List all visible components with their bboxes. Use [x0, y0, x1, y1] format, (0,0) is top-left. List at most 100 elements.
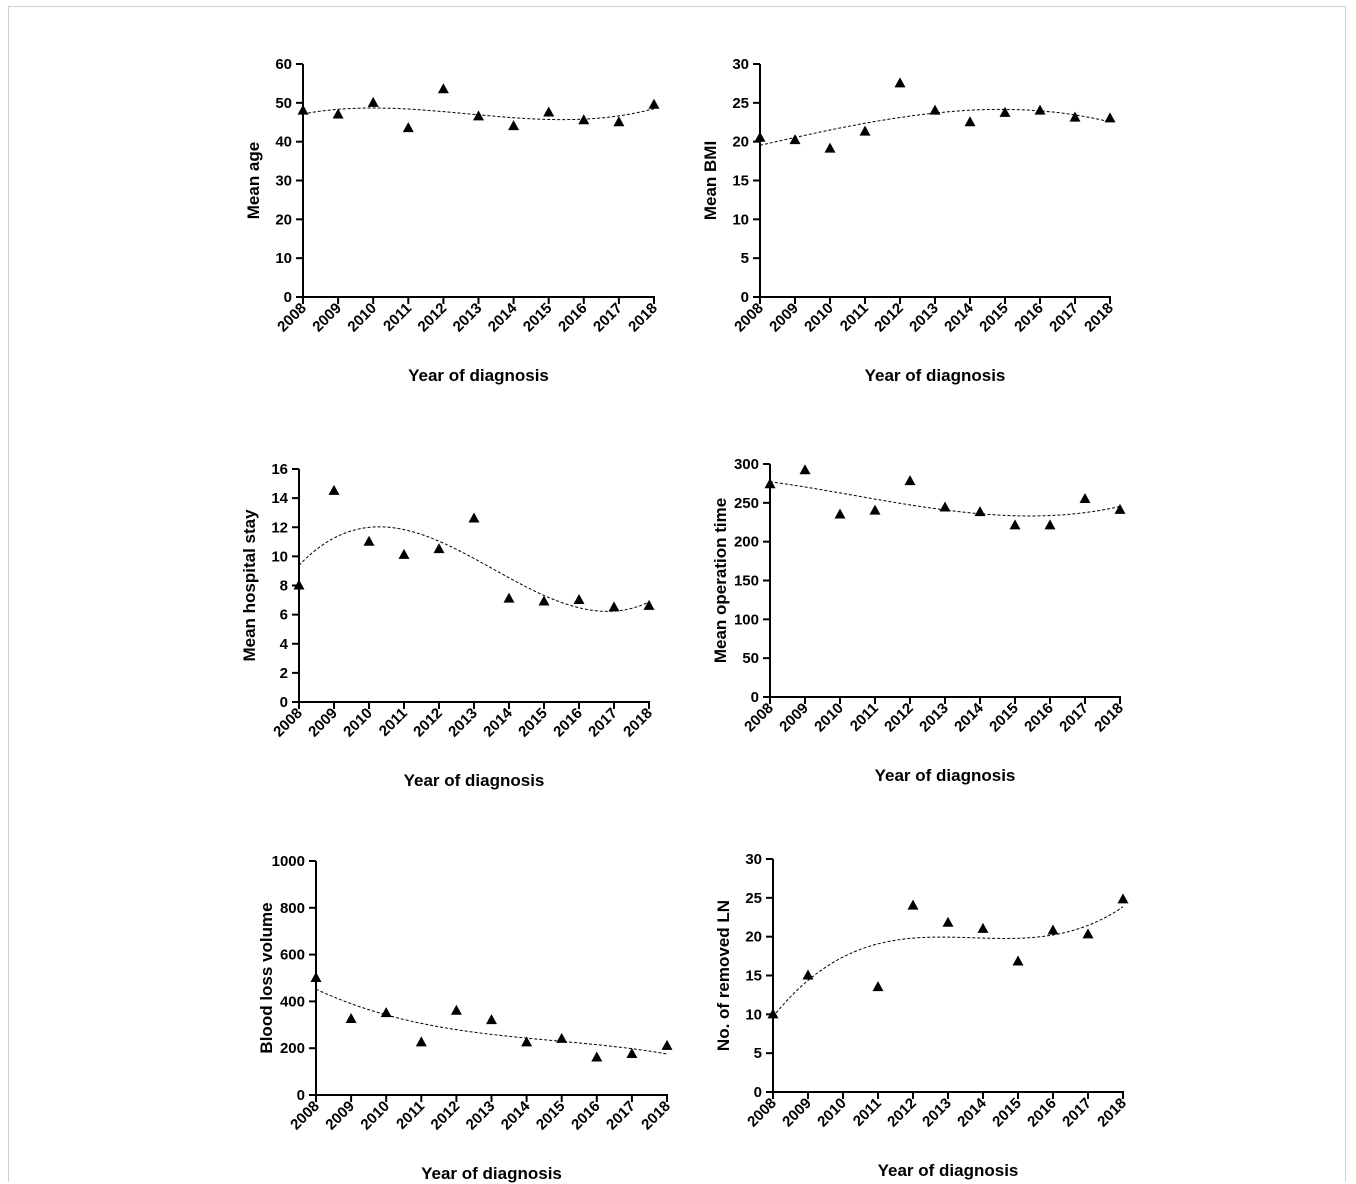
- data-point: [367, 96, 379, 107]
- data-point: [613, 116, 625, 127]
- y-tick-label: 50: [275, 95, 292, 112]
- figure-frame: [8, 6, 1346, 1182]
- y-tick-label: 15: [732, 173, 749, 190]
- x-tick-label: 2014: [480, 704, 516, 740]
- x-tick-label: 2017: [1056, 700, 1092, 736]
- data-point: [977, 922, 989, 933]
- y-tick-label: 30: [732, 56, 749, 73]
- data-point: [894, 77, 906, 88]
- y-tick-label: 20: [732, 134, 749, 151]
- x-tick-label: 2011: [837, 300, 872, 335]
- data-point: [942, 916, 954, 927]
- data-point: [608, 601, 620, 612]
- data-point: [767, 1008, 779, 1019]
- data-point: [974, 506, 986, 517]
- data-point: [508, 120, 520, 131]
- data-point: [1009, 519, 1021, 530]
- data-point: [1082, 928, 1094, 939]
- x-tick-label: 2013: [916, 700, 952, 736]
- data-point: [964, 116, 976, 127]
- x-tick-label: 2014: [485, 299, 521, 335]
- data-point: [450, 1004, 462, 1015]
- x-tick-label: 2017: [1046, 300, 1082, 336]
- data-point: [1012, 955, 1024, 966]
- y-tick-label: 40: [275, 134, 292, 151]
- y-tick-label: 1000: [272, 853, 305, 870]
- x-tick-label: 2009: [779, 1095, 815, 1131]
- y-axis-title: No. of removed LN: [714, 900, 733, 1051]
- y-tick-label: 0: [751, 689, 759, 706]
- x-axis-title: Year of diagnosis: [875, 766, 1016, 785]
- data-point: [293, 579, 305, 590]
- y-tick-label: 60: [275, 56, 292, 73]
- x-tick-label: 2013: [463, 1098, 499, 1134]
- data-point: [661, 1039, 673, 1050]
- y-axis-title: Mean hospital stay: [240, 509, 259, 662]
- y-tick-label: 0: [754, 1084, 762, 1101]
- y-tick-label: 0: [280, 694, 288, 711]
- data-point: [437, 83, 449, 94]
- y-tick-label: 50: [742, 650, 759, 667]
- y-tick-label: 5: [741, 250, 749, 267]
- x-tick-label: 2012: [428, 1098, 464, 1134]
- y-tick-label: 10: [745, 1006, 762, 1023]
- x-tick-label: 2015: [520, 300, 556, 336]
- y-tick-label: 10: [271, 548, 288, 565]
- x-tick-label: 2013: [906, 300, 942, 336]
- x-axis-title: Year of diagnosis: [408, 366, 549, 385]
- x-tick-label: 2008: [274, 300, 310, 336]
- y-tick-label: 16: [271, 461, 288, 478]
- x-tick-label: 2013: [450, 300, 486, 336]
- data-point: [473, 110, 484, 121]
- trend-line: [315, 988, 668, 1055]
- data-point: [872, 981, 884, 992]
- x-tick-label: 2015: [976, 300, 1012, 336]
- x-tick-label: 2014: [954, 1094, 990, 1130]
- x-tick-label: 2017: [1059, 1095, 1095, 1131]
- y-axis-title: Blood loss volume: [257, 902, 276, 1053]
- data-point: [578, 114, 590, 125]
- data-point: [345, 1012, 357, 1023]
- y-tick-label: 25: [745, 890, 762, 907]
- x-axis-title: Year of diagnosis: [865, 366, 1006, 385]
- data-point: [643, 599, 655, 610]
- x-tick-label: 2014: [941, 299, 977, 335]
- y-tick-label: 200: [734, 534, 759, 551]
- data-point: [1044, 519, 1056, 530]
- y-tick-label: 30: [275, 173, 292, 190]
- x-tick-label: 2014: [498, 1097, 534, 1133]
- x-tick-label: 2016: [1011, 300, 1047, 336]
- x-tick-label: 2010: [814, 1095, 850, 1131]
- y-tick-label: 400: [280, 993, 305, 1010]
- data-point: [573, 594, 585, 605]
- x-tick-label: 2011: [850, 1095, 885, 1130]
- y-tick-label: 25: [732, 95, 749, 112]
- data-point: [1104, 112, 1116, 123]
- x-tick-label: 2010: [344, 300, 380, 336]
- x-tick-label: 2016: [550, 705, 586, 741]
- y-tick-label: 250: [734, 495, 759, 512]
- y-axis-title: Mean operation time: [711, 498, 730, 663]
- x-tick-label: 2011: [847, 700, 882, 735]
- chart-mean-bmi: 0 5 10 15 20 25 30 2008 2009 2010 2011 2012 2013 2014…: [701, 56, 1117, 385]
- x-tick-label: 2012: [415, 300, 451, 336]
- trend-line: [772, 906, 1124, 1018]
- data-point: [328, 484, 340, 495]
- x-tick-label: 2008: [731, 300, 767, 336]
- data-point: [380, 1007, 392, 1018]
- data-point: [929, 104, 941, 115]
- y-tick-label: 12: [271, 519, 288, 536]
- data-point: [521, 1036, 533, 1047]
- y-tick-label: 6: [280, 607, 288, 624]
- y-tick-label: 300: [734, 456, 759, 473]
- y-tick-label: 100: [734, 611, 759, 628]
- data-point: [415, 1036, 427, 1047]
- y-tick-label: 0: [741, 289, 749, 306]
- x-tick-label: 2008: [744, 1095, 780, 1131]
- x-tick-label: 2011: [393, 1098, 428, 1133]
- data-point: [543, 106, 555, 117]
- data-point: [859, 125, 871, 136]
- x-tick-label: 2010: [811, 700, 847, 736]
